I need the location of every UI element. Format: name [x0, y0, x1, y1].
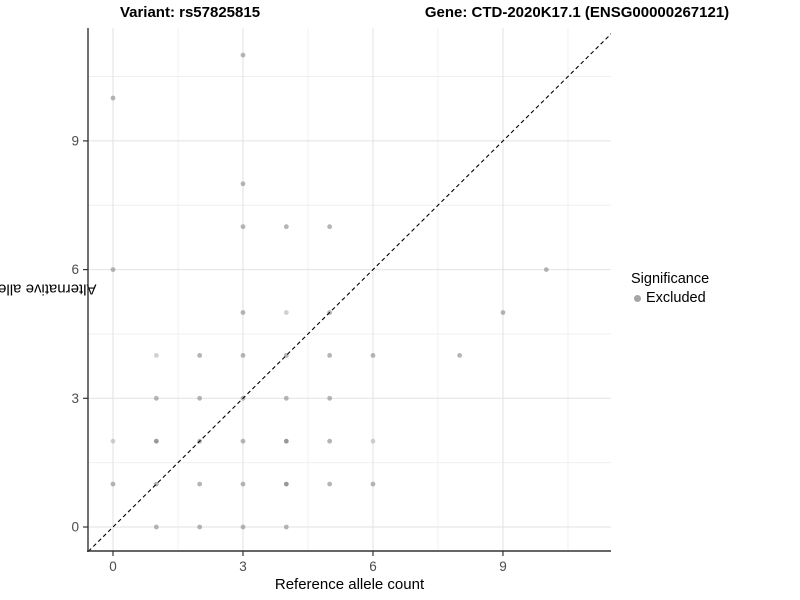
data-point: [370, 353, 376, 358]
data-point: [197, 353, 203, 358]
data-point: [327, 481, 333, 487]
data-point: [370, 438, 376, 444]
data-point: [240, 481, 246, 487]
x-tick-label: 0: [109, 559, 117, 574]
gene-title: Gene: CTD-2020K17.1 (ENSG00000267121): [424, 4, 730, 21]
data-point: [283, 224, 289, 230]
legend-title: Significance: [631, 271, 710, 287]
data-point: [110, 481, 116, 487]
data-point: [283, 310, 289, 315]
legend: Significance Excluded: [631, 271, 709, 306]
data-point: [283, 481, 289, 487]
data-point: [240, 224, 246, 230]
data-point: [500, 310, 506, 315]
data-point: [110, 438, 116, 444]
data-point: [110, 267, 116, 272]
data-point: [197, 524, 203, 530]
data-point: [327, 395, 333, 401]
y-tick-label: 6: [71, 262, 79, 277]
data-point: [153, 395, 159, 401]
x-tick-label: 9: [499, 559, 507, 574]
legend-point-icon: [634, 294, 641, 302]
y-tick-label: 0: [71, 520, 79, 535]
data-point: [543, 267, 549, 272]
data-point: [240, 310, 246, 315]
y-tick-label: 9: [71, 133, 79, 148]
legend-item-excluded: Excluded: [631, 290, 709, 306]
legend-item-label: Excluded: [646, 290, 706, 306]
data-point: [197, 481, 203, 487]
data-point: [327, 224, 333, 230]
data-point: [283, 395, 289, 401]
data-point: [197, 395, 203, 401]
data-point: [240, 353, 246, 358]
y-tick-label: 3: [71, 391, 79, 406]
x-axis-title: Reference allele count: [274, 576, 425, 593]
data-point: [240, 524, 246, 530]
data-point: [457, 353, 463, 358]
data-point: [283, 438, 289, 444]
data-point: [370, 481, 376, 487]
data-point: [240, 438, 246, 444]
data-point: [153, 353, 159, 358]
data-point: [327, 438, 333, 444]
data-point: [153, 524, 159, 530]
data-point: [240, 181, 246, 187]
x-tick-label: 3: [239, 559, 247, 574]
data-point: [153, 438, 159, 444]
identity-line: [88, 33, 611, 551]
x-tick-label: 6: [369, 559, 377, 574]
variant-title: Variant: rs57825815: [119, 4, 261, 21]
data-point: [240, 52, 246, 58]
data-point: [283, 524, 289, 530]
data-point: [110, 95, 116, 101]
data-point: [327, 353, 333, 358]
